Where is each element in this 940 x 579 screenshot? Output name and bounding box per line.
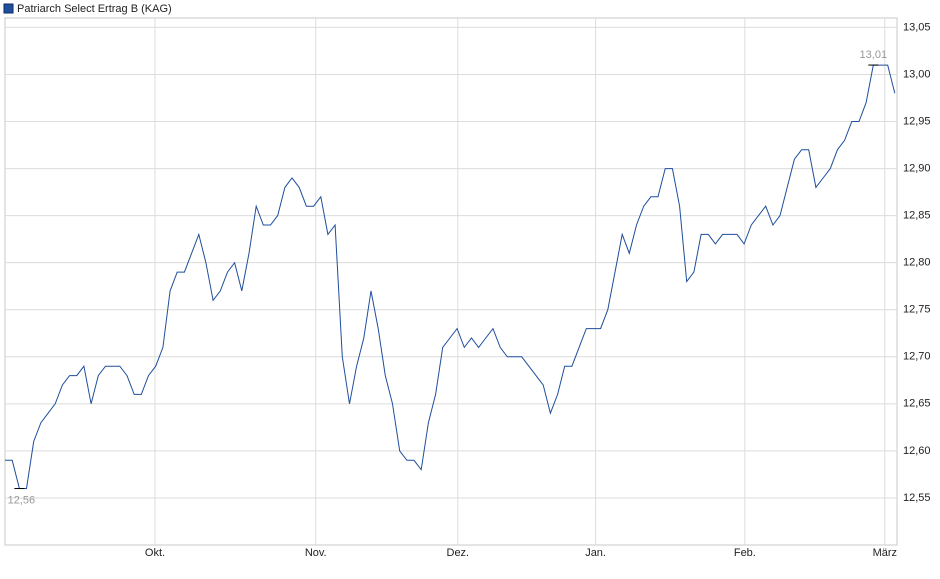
data-line xyxy=(5,64,896,489)
y-tick-label: 12,75 xyxy=(903,304,931,316)
legend-swatch xyxy=(3,3,14,14)
y-tick-label: 12,60 xyxy=(903,445,931,457)
y-tick-label: 12,70 xyxy=(903,351,931,363)
x-tick-label: Nov. xyxy=(305,547,327,559)
y-tick-label: 13,05 xyxy=(903,21,931,33)
x-tick-label: Feb. xyxy=(734,547,756,559)
x-tick-label: Dez. xyxy=(447,547,470,559)
plot-area xyxy=(4,17,898,546)
x-tick-label: Jan. xyxy=(585,547,606,559)
y-tick-label: 12,80 xyxy=(903,257,931,269)
y-tick-label: 13,00 xyxy=(903,68,931,80)
y-tick-label: 12,55 xyxy=(903,492,931,504)
y-tick-label: 12,85 xyxy=(903,210,931,222)
y-tick-label: 12,65 xyxy=(903,398,931,410)
y-tick-label: 12,90 xyxy=(903,162,931,174)
y-tick-label: 12,95 xyxy=(903,115,931,127)
legend-label: Patriarch Select Ertrag B (KAG) xyxy=(17,3,172,15)
x-tick-label: Okt. xyxy=(145,547,165,559)
max-label: 13,01 xyxy=(860,49,888,61)
x-tick-label: März xyxy=(873,547,897,559)
min-label: 12,56 xyxy=(8,494,36,506)
